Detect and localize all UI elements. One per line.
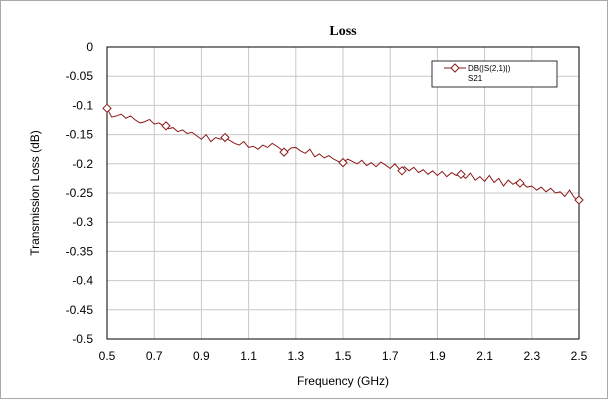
x-tick-label: 0.5 — [99, 349, 116, 363]
x-tick-label: 2.5 — [571, 349, 588, 363]
legend-entry-measurement: DB(|S(2,1)|) — [468, 64, 511, 73]
y-tick-label: -0.3 — [72, 215, 93, 229]
series-markers — [102, 103, 584, 205]
y-axis-label: Transmission Loss (dB) — [28, 130, 42, 256]
x-tick-label: 1.9 — [429, 349, 446, 363]
y-tick-label: -0.15 — [66, 128, 94, 142]
x-axis-label: Frequency (GHz) — [297, 374, 389, 388]
y-tick-labels: 0 -0.05 -0.1 -0.15 -0.2 -0.25 -0.3 -0.35 -0.4 -0.… — [66, 40, 94, 346]
data-point-marker — [279, 147, 289, 157]
y-tick-label: -0.1 — [72, 98, 93, 112]
x-tick-label: 1.1 — [240, 349, 257, 363]
x-tick-label: 0.7 — [146, 349, 163, 363]
data-point-marker — [102, 103, 112, 114]
x-tick-label: 1.7 — [382, 349, 399, 363]
x-tick-label: 0.9 — [193, 349, 210, 363]
legend: DB(|S(2,1)|) S21 — [431, 60, 558, 88]
y-tick-label: -0.05 — [66, 69, 94, 83]
data-point-marker — [220, 132, 230, 143]
x-tick-labels: 0.5 0.7 0.9 1.1 1.3 1.5 1.7 1.9 2.1 2.3 2.5 — [99, 349, 588, 363]
data-point-marker — [161, 121, 171, 131]
y-tick-label: -0.5 — [72, 332, 93, 346]
y-tick-label: -0.25 — [66, 186, 94, 200]
data-point-marker — [456, 169, 466, 180]
grid-lines — [106, 46, 580, 340]
y-tick-label: -0.45 — [66, 303, 94, 317]
data-point-marker — [338, 157, 348, 168]
x-tick-label: 1.5 — [335, 349, 352, 363]
legend-entry-series: S21 — [468, 74, 483, 83]
legend-marker-diamond — [450, 63, 460, 73]
x-tick-label: 2.1 — [476, 349, 493, 363]
legend-frame — [431, 60, 558, 88]
y-tick-label: 0 — [86, 40, 93, 54]
x-tick-label: 1.3 — [287, 349, 304, 363]
chart-title: Loss — [329, 24, 357, 39]
plot-area-border — [106, 46, 580, 340]
x-tick-label: 2.3 — [523, 349, 540, 363]
data-point-marker — [574, 195, 584, 205]
y-tick-label: -0.4 — [72, 274, 93, 288]
y-tick-label: -0.2 — [72, 157, 93, 171]
y-tick-label: -0.35 — [66, 244, 94, 258]
data-point-marker — [397, 166, 407, 176]
data-point-marker — [515, 178, 525, 188]
